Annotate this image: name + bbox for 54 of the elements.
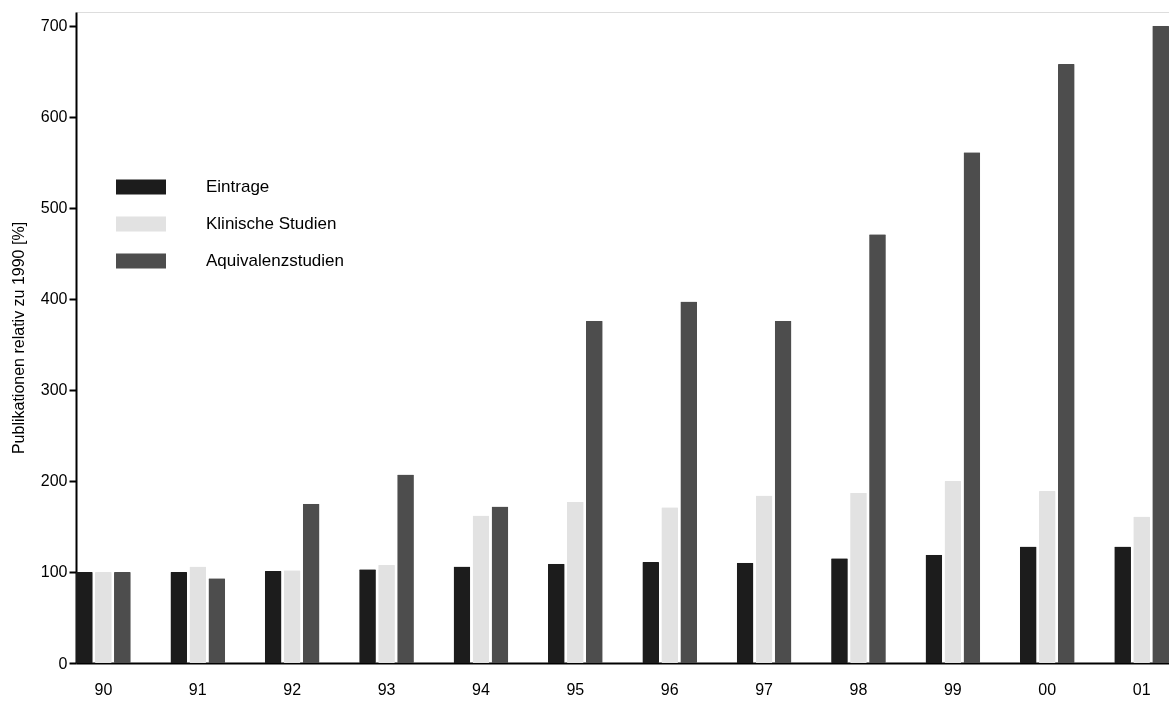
bar	[850, 492, 867, 663]
bar	[566, 501, 584, 663]
x-tick-label: 96	[660, 680, 679, 698]
y-axis-title: Publikationen relativ zu 1990 [%]	[9, 221, 27, 455]
bar	[1038, 490, 1056, 663]
bar	[963, 152, 981, 663]
y-tick-label: 400	[40, 290, 68, 308]
bar	[1019, 546, 1037, 663]
x-tick-label: 92	[283, 680, 302, 698]
x-tick-label: 99	[943, 680, 962, 698]
x-tick-label: 98	[849, 680, 868, 698]
x-tick-label: 90	[94, 680, 113, 698]
legend-label: Klinische Studien	[206, 214, 337, 233]
bar	[208, 578, 226, 663]
bar	[1057, 63, 1075, 663]
x-tick-label: 01	[1132, 680, 1151, 698]
y-tick-label: 200	[40, 472, 68, 490]
bar	[1152, 25, 1169, 663]
bar	[944, 480, 962, 663]
y-tick-label: 700	[40, 17, 68, 35]
bar	[547, 563, 565, 663]
x-tick-label: 97	[755, 680, 774, 698]
bar	[302, 503, 320, 663]
bar	[453, 566, 471, 663]
bar	[283, 570, 301, 663]
bar	[264, 571, 282, 663]
bar	[925, 554, 943, 663]
bar	[189, 566, 207, 663]
x-tick-label: 91	[188, 680, 207, 698]
bar	[774, 320, 792, 663]
bar	[585, 320, 603, 663]
x-tick-label: 94	[472, 680, 490, 698]
y-tick-label: 500	[40, 199, 68, 217]
y-tick-label: 300	[40, 381, 68, 399]
bar	[95, 571, 112, 663]
legend-label: Aquivalenzstudien	[206, 251, 344, 270]
x-tick-label: 95	[566, 680, 585, 698]
y-tick-label: 0	[58, 654, 68, 672]
bar	[170, 571, 188, 663]
x-tick-label: 00	[1038, 680, 1057, 698]
bar	[736, 562, 754, 663]
bar	[755, 495, 773, 663]
bar	[661, 507, 679, 663]
bar	[76, 571, 93, 663]
bar	[491, 506, 509, 663]
y-tick-label: 100	[40, 563, 68, 581]
x-tick-label: 93	[377, 680, 396, 698]
bar	[642, 561, 660, 663]
y-tick-label: 600	[40, 108, 68, 126]
bar	[680, 301, 698, 663]
bar	[472, 515, 490, 663]
bar	[114, 571, 131, 663]
legend-label: Eintrage	[206, 177, 270, 196]
bar	[869, 234, 886, 663]
